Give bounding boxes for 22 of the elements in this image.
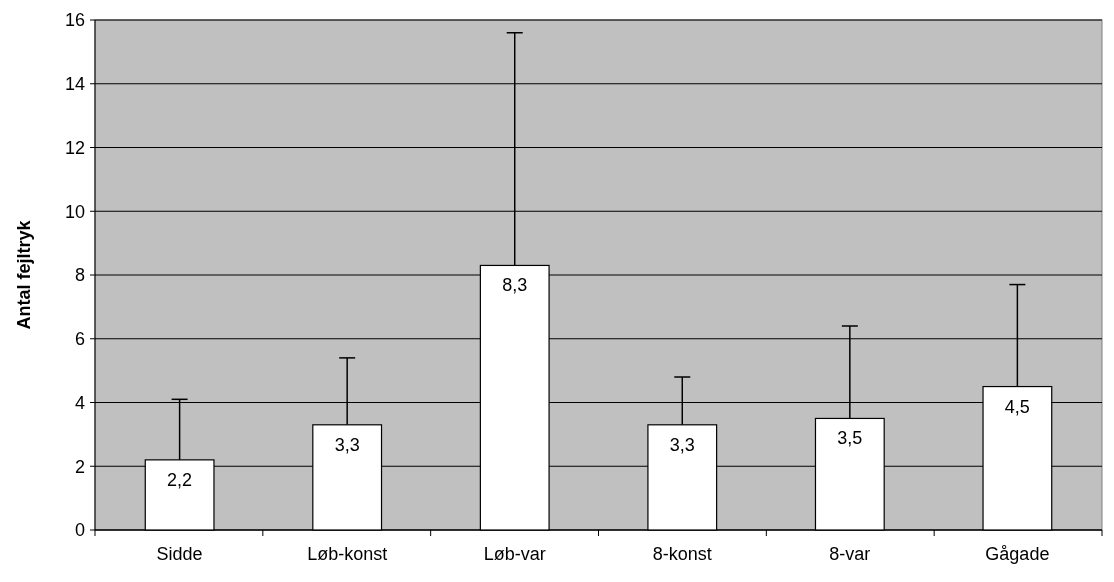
x-tick-label: 8-var [829, 544, 871, 564]
x-tick-label: Gågade [985, 544, 1050, 564]
y-axis-title: Antal fejltryk [14, 219, 34, 330]
data-label: 2,2 [167, 469, 193, 490]
y-tick-label: 6 [74, 329, 85, 350]
x-tick-label: 8-konst [652, 544, 712, 564]
x-tick-label: Sidde [156, 544, 203, 564]
data-label: 3,3 [669, 434, 695, 455]
data-label: 4,5 [1004, 396, 1030, 417]
data-label: 3,5 [837, 428, 863, 449]
data-label: 8,3 [502, 275, 528, 296]
y-tick-label: 2 [74, 456, 85, 477]
y-tick-label: 16 [64, 10, 85, 31]
x-tick-label: Løb-konst [307, 544, 388, 564]
y-tick-label: 12 [64, 137, 85, 158]
y-tick-label: 0 [74, 520, 85, 541]
x-tick-label: Løb-var [483, 544, 546, 564]
y-tick-label: 8 [74, 265, 85, 286]
data-label: 3,3 [334, 434, 360, 455]
y-tick-label: 10 [64, 201, 85, 222]
y-tick-label: 4 [74, 392, 85, 413]
y-tick-label: 14 [64, 74, 85, 95]
